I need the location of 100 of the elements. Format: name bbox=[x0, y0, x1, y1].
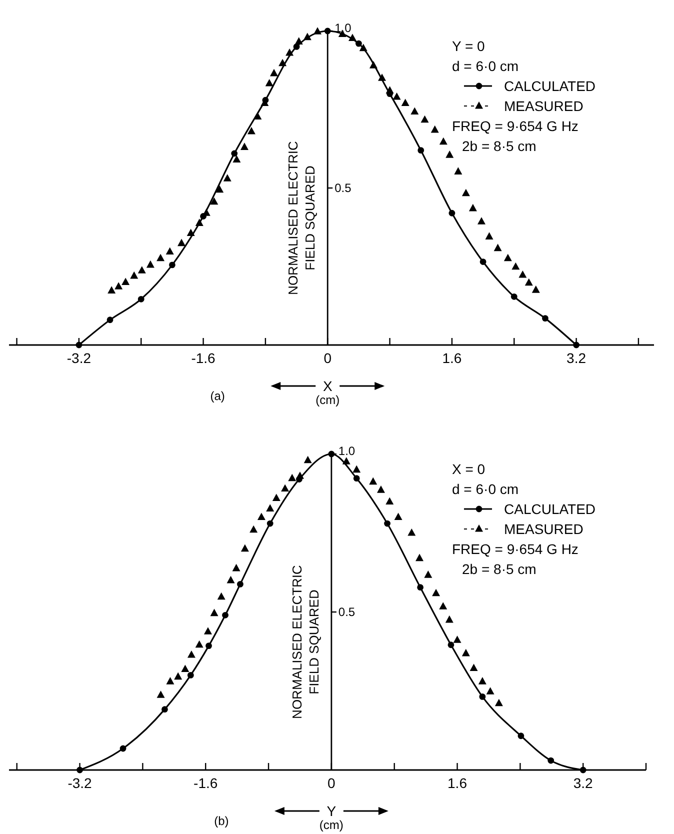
point bbox=[342, 457, 350, 464]
point bbox=[130, 271, 138, 279]
point bbox=[270, 68, 278, 76]
point bbox=[453, 636, 462, 643]
point bbox=[494, 244, 502, 252]
y-tick-label: 1.0 bbox=[338, 444, 356, 458]
point bbox=[470, 664, 478, 672]
point bbox=[532, 286, 540, 293]
point bbox=[76, 342, 82, 348]
point bbox=[548, 757, 554, 764]
point bbox=[187, 672, 194, 678]
point bbox=[408, 528, 416, 536]
x-axis-title: Y (cm) bbox=[319, 803, 344, 832]
point bbox=[226, 576, 235, 584]
x-tick-label: 1.6 bbox=[448, 775, 468, 791]
point bbox=[416, 554, 424, 562]
annotation: 2b = 8·5 cm bbox=[462, 138, 536, 154]
point bbox=[445, 615, 454, 623]
point bbox=[122, 278, 130, 285]
point bbox=[281, 484, 290, 492]
point bbox=[573, 342, 580, 348]
point bbox=[186, 228, 195, 236]
point bbox=[439, 602, 448, 610]
point bbox=[524, 278, 533, 286]
point bbox=[217, 592, 226, 600]
point bbox=[359, 44, 368, 52]
legend-label: CALCULATED bbox=[504, 78, 596, 94]
point bbox=[486, 687, 494, 694]
point bbox=[156, 254, 165, 262]
point bbox=[430, 125, 439, 133]
point bbox=[266, 520, 274, 527]
point bbox=[376, 486, 385, 493]
point bbox=[462, 648, 470, 656]
point bbox=[418, 147, 424, 154]
point bbox=[303, 32, 312, 40]
point bbox=[432, 588, 440, 596]
point bbox=[386, 497, 394, 505]
point bbox=[257, 512, 266, 520]
x-tick-label: 0 bbox=[324, 350, 332, 366]
point bbox=[448, 210, 456, 216]
x-tick-label: -3.2 bbox=[66, 350, 92, 366]
point bbox=[240, 142, 248, 150]
point bbox=[353, 475, 360, 482]
point bbox=[216, 185, 224, 193]
text: (a) bbox=[210, 389, 225, 403]
point bbox=[314, 27, 322, 34]
point bbox=[247, 126, 256, 134]
point bbox=[542, 315, 548, 322]
point bbox=[448, 642, 454, 648]
point bbox=[394, 512, 402, 520]
point bbox=[187, 650, 196, 658]
legend-label: MEASURED bbox=[504, 521, 584, 537]
point bbox=[294, 37, 303, 44]
point bbox=[462, 188, 470, 196]
x-tick-label: 3.2 bbox=[573, 775, 594, 791]
y-tick-label: 1.0 bbox=[334, 21, 352, 35]
point bbox=[392, 92, 401, 100]
point bbox=[296, 472, 304, 479]
point bbox=[439, 137, 448, 145]
annotation: d = 6·0 cm bbox=[452, 58, 519, 74]
point bbox=[512, 262, 520, 270]
point bbox=[138, 296, 144, 302]
point bbox=[272, 494, 280, 502]
point bbox=[293, 44, 300, 50]
x-tick-label: 3.2 bbox=[566, 350, 586, 366]
point bbox=[304, 456, 312, 464]
point bbox=[478, 677, 486, 684]
point bbox=[204, 627, 212, 634]
point bbox=[232, 155, 241, 163]
point bbox=[504, 254, 512, 262]
point bbox=[479, 693, 486, 700]
point bbox=[278, 58, 287, 66]
point bbox=[348, 34, 356, 42]
point bbox=[223, 174, 232, 182]
x-tick-label: -1.6 bbox=[191, 350, 216, 366]
annotation: FREQ = 9·654 G Hz bbox=[452, 541, 578, 557]
point bbox=[420, 115, 429, 123]
point bbox=[168, 262, 176, 268]
point bbox=[106, 316, 114, 324]
y-axis-title: NORMALISED ELECTRIC FIELD SQUARED bbox=[286, 141, 318, 295]
point bbox=[485, 232, 494, 240]
point bbox=[162, 706, 168, 713]
point bbox=[231, 150, 238, 157]
point bbox=[477, 217, 486, 224]
annotation: X = 0 bbox=[452, 461, 486, 477]
point bbox=[468, 204, 477, 212]
point bbox=[232, 564, 240, 572]
x-tick-label: 1.6 bbox=[442, 350, 462, 366]
point bbox=[401, 98, 410, 106]
point bbox=[166, 677, 174, 684]
point bbox=[156, 690, 165, 698]
point bbox=[352, 465, 361, 473]
legend-label: CALCULATED bbox=[504, 501, 596, 517]
point bbox=[240, 544, 249, 552]
point bbox=[138, 266, 146, 274]
point bbox=[266, 504, 274, 512]
x-tick-label: 0 bbox=[328, 775, 336, 791]
point bbox=[166, 247, 174, 255]
point bbox=[454, 167, 462, 174]
point bbox=[178, 238, 186, 246]
